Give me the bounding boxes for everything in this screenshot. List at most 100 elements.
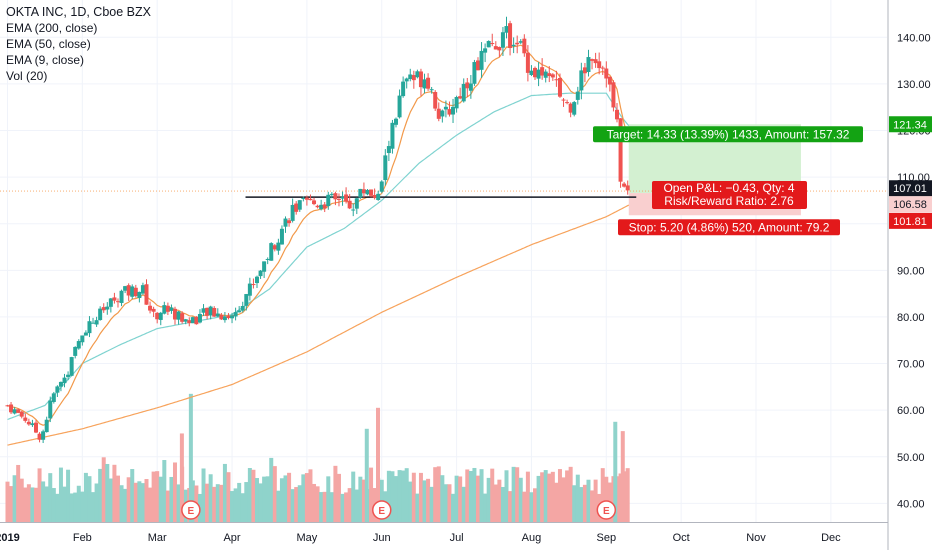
candle-body (240, 306, 245, 311)
volume-bar (58, 467, 63, 522)
volume-bar (279, 478, 284, 522)
candle-body (41, 431, 46, 440)
candle-body (479, 50, 484, 70)
volume-bar (411, 472, 416, 522)
candle-body (16, 409, 21, 413)
volume-bar (454, 475, 459, 522)
volume-bar (16, 464, 21, 522)
candle-body (9, 404, 14, 413)
candle-body (465, 82, 470, 89)
volume-bar (37, 468, 42, 522)
y-tick-label: 70.00 (897, 359, 925, 371)
volume-bar (529, 492, 534, 522)
candle-body (173, 308, 178, 320)
candle-body (230, 315, 235, 319)
volume-bar (23, 487, 28, 522)
candle-body (397, 95, 402, 118)
candle-body (497, 46, 502, 51)
volume-bar (543, 470, 548, 522)
candle-body (358, 188, 363, 198)
candle-body (347, 200, 352, 209)
candle-body (618, 118, 623, 182)
candle-body (226, 315, 231, 319)
position-labels[interactable]: Target: 14.33 (13.39%) 1433, Amount: 157… (593, 126, 863, 236)
candle-body (115, 301, 120, 303)
volume-spike (376, 407, 381, 522)
candle-body (162, 305, 167, 314)
volume-bar (465, 469, 470, 522)
study-ema9[interactable]: EMA (9, close) (6, 53, 85, 67)
study-ema50[interactable]: EMA (50, close) (6, 37, 91, 51)
volume-bar (590, 490, 595, 522)
volume-bar (230, 491, 235, 522)
candle-body (429, 89, 434, 91)
volume-bar (486, 477, 491, 522)
candle-body (333, 193, 338, 200)
volume-bar (294, 487, 299, 522)
candlesticks (5, 16, 630, 444)
volume-bar (148, 487, 153, 522)
candle-body (308, 198, 313, 201)
volume-bar (144, 479, 149, 522)
candle-body (572, 102, 577, 115)
candle-body (561, 99, 566, 101)
symbol-title[interactable]: OKTA INC, 1D, Cboe BZX (6, 5, 151, 19)
candle-body (376, 193, 381, 200)
study-volume[interactable]: Vol (20) (6, 69, 48, 83)
candle-body (265, 258, 270, 260)
volume-bar (201, 468, 206, 522)
ema50-line (7, 92, 630, 421)
volume-bar (333, 465, 338, 522)
volume-bar (561, 477, 566, 522)
candle-body (554, 79, 559, 81)
candle-body (540, 67, 545, 76)
candle-body (593, 59, 598, 64)
volume-bar (105, 463, 110, 522)
volume-bar (418, 472, 423, 522)
volume-bar (126, 477, 131, 522)
volume-bar (269, 457, 274, 522)
candle-body (19, 411, 24, 417)
candle-body (215, 313, 220, 317)
candle-body (508, 23, 513, 49)
volume-bar (625, 468, 630, 522)
candle-body (408, 74, 413, 79)
candle-body (183, 319, 188, 322)
volume-bar (123, 488, 128, 522)
candle-body (500, 32, 505, 48)
candle-body (66, 374, 71, 377)
volume-bar (19, 478, 24, 522)
volume-bar (26, 484, 31, 522)
volume-bar (326, 476, 331, 522)
volume-bar (575, 474, 580, 522)
x-tick-label: Jul (450, 532, 464, 544)
candle-body (607, 76, 612, 85)
volume-bar (547, 473, 552, 522)
candle-body (379, 181, 384, 192)
volume-bar (361, 479, 366, 522)
volume-bar (83, 472, 88, 522)
volume-bar (91, 492, 96, 522)
volume-bar (272, 466, 277, 522)
candle-body (212, 307, 217, 317)
volume-bar (173, 462, 178, 522)
volume-bar (336, 473, 341, 522)
candle-body (44, 419, 49, 433)
candle-body (176, 311, 181, 320)
volume-bar (151, 471, 156, 522)
volume-bar (468, 471, 473, 522)
candle-body (123, 286, 128, 291)
candle-body (536, 69, 541, 79)
volume-bar (522, 491, 527, 522)
volume-bar (490, 468, 495, 522)
candle-body (251, 284, 256, 286)
target-annotation: Target: 14.33 (13.39%) 1433, Amount: 157… (607, 127, 850, 141)
candle-body (26, 421, 31, 425)
candle-body (279, 228, 284, 245)
volume-bar (497, 479, 502, 522)
study-ema200[interactable]: EMA (200, close) (6, 21, 98, 35)
candle-body (112, 297, 117, 301)
candle-body (568, 103, 573, 113)
